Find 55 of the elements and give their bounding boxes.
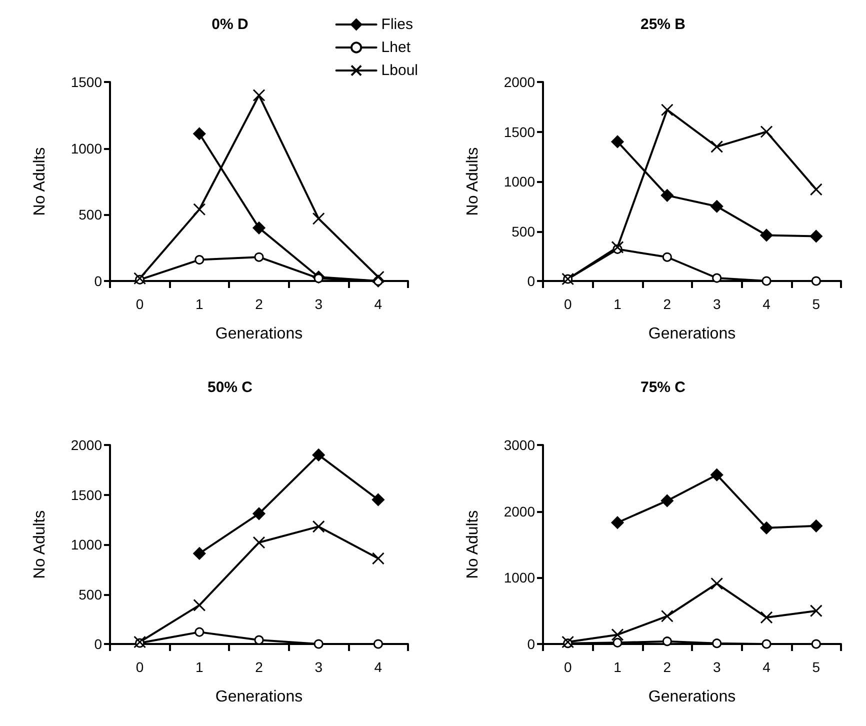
x-tick-label: 3: [712, 296, 721, 312]
y-tick-label: 1000: [70, 536, 102, 552]
legend-label: Lboul: [381, 62, 418, 79]
x-tick-label: 3: [314, 296, 323, 312]
y-tick-label: 1000: [504, 174, 536, 190]
legend-label: Lhet: [381, 39, 412, 56]
chart-title: 0% D: [212, 16, 249, 33]
y-tick-label: 1000: [70, 140, 102, 156]
x-tick-label: 0: [564, 659, 572, 675]
y-tick-label: 0: [94, 273, 102, 289]
chart-title: 50% C: [207, 379, 253, 396]
y-axis-title: No Adults: [32, 510, 48, 579]
x-tick-label: 2: [255, 296, 264, 312]
y-tick-label: 3000: [504, 437, 536, 453]
y-axis-title: No Adults: [464, 147, 482, 216]
y-tick-label: 0: [527, 636, 536, 652]
x-tick-label: 2: [663, 659, 672, 675]
x-tick-label: 4: [374, 659, 382, 675]
y-tick-label: 1000: [504, 570, 536, 586]
y-tick-label: 1500: [504, 124, 536, 140]
x-tick-label: 3: [712, 659, 721, 675]
y-tick-label: 2000: [504, 74, 536, 90]
x-tick-label: 4: [762, 659, 771, 675]
y-axis-title: No Adults: [464, 510, 482, 579]
x-axis-title: Generations: [215, 688, 303, 706]
x-tick-label: 4: [374, 296, 382, 312]
y-tick-label: 500: [512, 223, 536, 240]
legend-label: Flies: [381, 16, 413, 33]
x-tick-label: 1: [196, 296, 204, 312]
y-tick-label: 0: [94, 636, 102, 652]
y-tick-label: 1500: [70, 74, 102, 90]
x-tick-label: 0: [564, 296, 572, 312]
y-tick-label: 1500: [70, 486, 102, 503]
x-tick-label: 0: [136, 296, 144, 312]
y-tick-label: 0: [527, 273, 536, 289]
x-axis-title: Generations: [215, 326, 303, 342]
x-tick-label: 4: [762, 296, 771, 312]
x-tick-label: 5: [812, 296, 820, 312]
y-tick-label: 2000: [504, 503, 536, 520]
chart-title: 25% B: [640, 16, 686, 33]
x-tick-label: 1: [614, 659, 622, 675]
x-axis-title: Generations: [648, 326, 736, 342]
x-tick-label: 5: [812, 659, 820, 675]
x-tick-label: 1: [614, 296, 622, 312]
y-tick-label: 500: [78, 586, 102, 602]
x-tick-label: 2: [663, 296, 672, 312]
x-tick-label: 0: [136, 659, 144, 675]
y-tick-label: 500: [78, 206, 102, 223]
y-axis-title: No Adults: [32, 147, 48, 216]
x-tick-label: 3: [314, 659, 323, 675]
y-tick-label: 2000: [70, 437, 102, 453]
chart-title: 75% C: [640, 379, 686, 396]
x-tick-label: 1: [196, 659, 204, 675]
x-axis-title: Generations: [648, 688, 736, 706]
x-tick-label: 2: [255, 659, 264, 675]
